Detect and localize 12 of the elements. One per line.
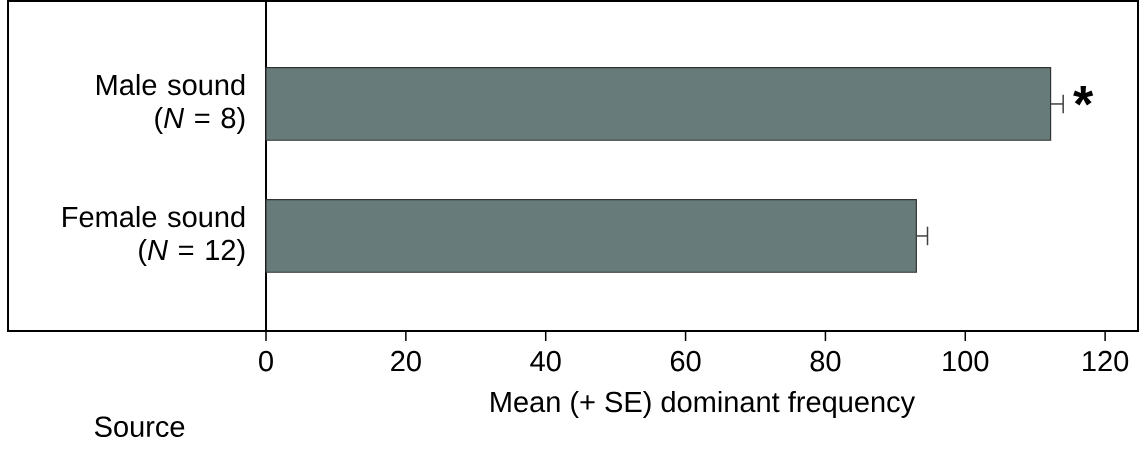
y-tick-label: Male sound (N = 8) — [96, 73, 245, 134]
x-tick-label: 100 — [943, 350, 989, 372]
x-tick-label: 20 — [391, 350, 421, 372]
y-tick-label: Female sound (N = 12) — [63, 205, 245, 266]
y-axis-title: Source — [94, 416, 185, 437]
x-axis-title: Mean (+ SE) dominant frequency — [491, 390, 916, 418]
x-tick-label: 60 — [670, 350, 701, 372]
x-tick-label: 80 — [810, 350, 841, 372]
x-tick-label: 120 — [1083, 350, 1129, 372]
annotation: * — [1073, 86, 1094, 106]
x-tick-label: 0 — [259, 350, 273, 372]
x-tick-label: 40 — [530, 350, 561, 372]
